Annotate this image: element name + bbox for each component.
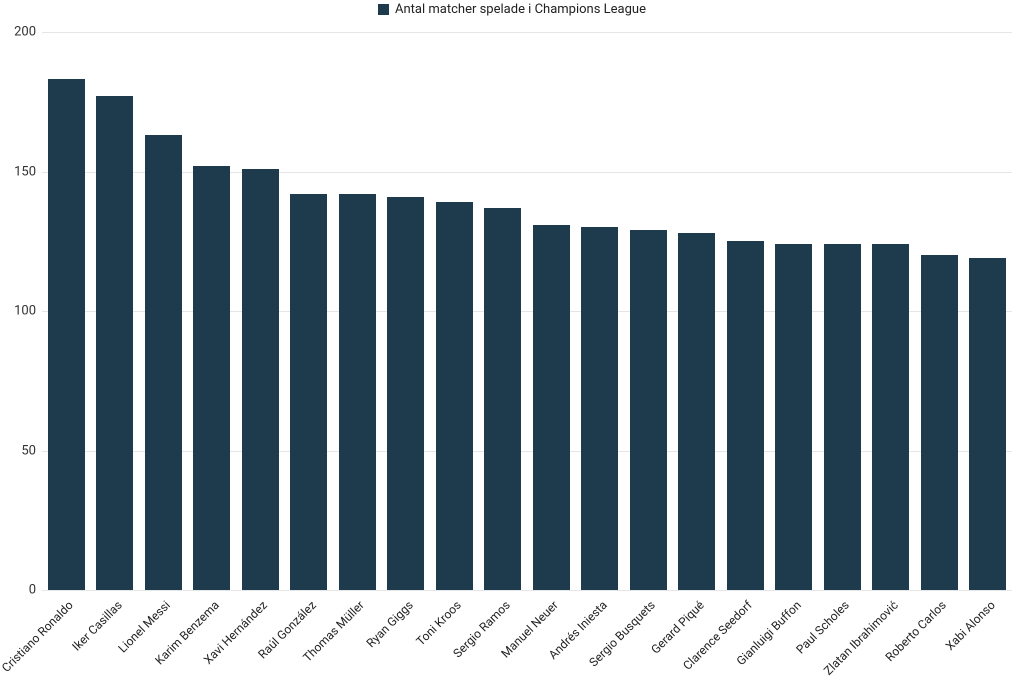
bar xyxy=(484,208,521,590)
bar xyxy=(678,233,715,590)
legend-label: Antal matcher spelade i Champions League xyxy=(395,2,646,17)
gridline xyxy=(42,590,1012,591)
bar xyxy=(339,194,376,590)
bar xyxy=(242,169,279,590)
y-tick-label: 200 xyxy=(2,25,36,40)
bar-slot xyxy=(430,32,479,590)
legend-swatch xyxy=(378,4,389,15)
x-label-slot: Xabi Alonso xyxy=(964,592,1013,688)
bar-slot xyxy=(382,32,431,590)
bar xyxy=(872,244,909,590)
bar-slot xyxy=(333,32,382,590)
chart-container: Antal matcher spelade i Champions League… xyxy=(0,0,1024,688)
bar-slot xyxy=(770,32,819,590)
bar xyxy=(533,225,570,590)
bar xyxy=(921,255,958,590)
y-tick-label: 0 xyxy=(2,583,36,598)
y-tick-label: 50 xyxy=(2,443,36,458)
bar-slot xyxy=(915,32,964,590)
bar xyxy=(387,197,424,590)
y-tick-label: 100 xyxy=(2,304,36,319)
bar-slot xyxy=(188,32,237,590)
bar xyxy=(630,230,667,590)
y-tick-label: 150 xyxy=(2,164,36,179)
bar-slot xyxy=(139,32,188,590)
bar xyxy=(145,135,182,590)
chart-legend: Antal matcher spelade i Champions League xyxy=(0,2,1024,17)
bars-group xyxy=(42,32,1012,590)
bar-slot xyxy=(479,32,528,590)
bar-slot xyxy=(42,32,91,590)
bar xyxy=(436,202,473,590)
bar-slot xyxy=(527,32,576,590)
bar-slot xyxy=(576,32,625,590)
x-axis-labels: Cristiano RonaldoIker CasillasLionel Mes… xyxy=(42,592,1012,688)
bar xyxy=(581,227,618,590)
bar-slot xyxy=(964,32,1013,590)
x-axis-label: Cristiano Ronaldo xyxy=(0,598,76,675)
bar-slot xyxy=(91,32,140,590)
bar-slot xyxy=(867,32,916,590)
plot-area xyxy=(42,32,1012,590)
bar-slot xyxy=(721,32,770,590)
bar xyxy=(48,79,85,590)
bar-slot xyxy=(624,32,673,590)
bar xyxy=(193,166,230,590)
bar-slot xyxy=(285,32,334,590)
bar xyxy=(969,258,1006,590)
bar xyxy=(824,244,861,590)
bar xyxy=(775,244,812,590)
bar xyxy=(290,194,327,590)
bar-slot xyxy=(673,32,722,590)
bar xyxy=(96,96,133,590)
bar-slot xyxy=(236,32,285,590)
bar-slot xyxy=(818,32,867,590)
bar xyxy=(727,241,764,590)
